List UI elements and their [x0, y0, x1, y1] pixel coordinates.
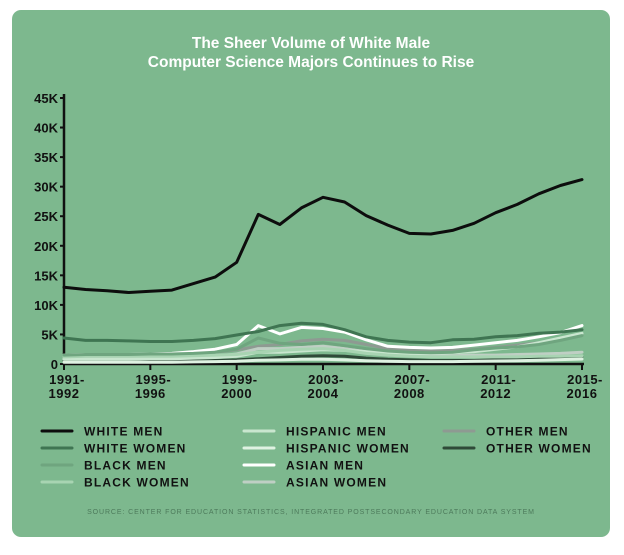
legend-label: BLACK MEN — [84, 459, 167, 473]
legend-item: ASIAN WOMEN — [242, 476, 387, 490]
series-line-white-men — [62, 178, 584, 294]
series-line-white-women — [62, 321, 584, 345]
legend-item: ASIAN MEN — [242, 459, 364, 473]
legend-item: OTHER MEN — [442, 425, 569, 439]
legend-item: HISPANIC MEN — [242, 425, 387, 439]
legend-item: BLACK WOMEN — [40, 476, 190, 490]
y-tick-label: 15K — [34, 268, 58, 283]
y-tick-label: 0 — [51, 357, 58, 372]
x-tick-label: 1996 — [135, 386, 166, 401]
x-tick-label: 2004 — [308, 386, 339, 401]
y-tick-label: 40K — [34, 121, 58, 136]
y-tick-label: 30K — [34, 180, 58, 195]
line-chart: The Sheer Volume of White Male Computer S… — [34, 35, 603, 516]
legend-item: HISPANIC WOMEN — [242, 442, 410, 456]
legend-label: WHITE MEN — [84, 425, 163, 439]
legend-label: HISPANIC WOMEN — [286, 442, 410, 456]
y-tick-label: 25K — [34, 209, 58, 224]
chart-panel: The Sheer Volume of White Male Computer S… — [12, 10, 610, 537]
legend-label: ASIAN MEN — [286, 459, 364, 473]
legend-item: WHITE MEN — [40, 425, 163, 439]
legend-item: BLACK MEN — [40, 459, 167, 473]
x-tick-label: 1999- — [222, 372, 258, 387]
x-tick-label: 2007- — [394, 372, 430, 387]
legend-label: OTHER MEN — [486, 425, 569, 439]
x-axis: 1991-1992 1995-1996 1999-2000 2003-2004 2007… — [49, 362, 603, 401]
chart-title: The Sheer Volume of White Male Computer S… — [148, 35, 475, 71]
x-tick-label: 1991- — [49, 372, 85, 387]
x-tick-label: 2012 — [480, 386, 511, 401]
y-tick-label: 10K — [34, 298, 58, 313]
legend-label: ASIAN WOMEN — [286, 476, 387, 490]
legend-label: BLACK WOMEN — [84, 476, 190, 490]
series-line-black-women — [62, 347, 584, 359]
y-axis: 0 5K 10K 15K 20K 25K 30K 35K 40K 45K — [34, 91, 66, 372]
legend-label: HISPANIC MEN — [286, 425, 387, 439]
x-tick-label: 1992 — [49, 386, 80, 401]
chart-title-line: Computer Science Majors Continues to Ris… — [148, 54, 475, 71]
y-tick-label: 5K — [41, 327, 58, 342]
legend: WHITE MEN WHITE WOMEN BLACK MEN BLACK WOMEN… — [40, 425, 592, 490]
series-line-black-men — [62, 334, 584, 357]
x-tick-label: 1995- — [135, 372, 171, 387]
legend-label: WHITE WOMEN — [84, 442, 187, 456]
y-tick-label: 45K — [34, 91, 58, 106]
legend-item: WHITE WOMEN — [40, 442, 187, 456]
x-tick-label: 2016 — [567, 386, 598, 401]
y-tick-label: 20K — [34, 239, 58, 254]
x-tick-label: 2000 — [221, 386, 252, 401]
x-tick-label: 2008 — [394, 386, 425, 401]
chart-title-line: The Sheer Volume of White Male — [192, 35, 431, 52]
legend-label: OTHER WOMEN — [486, 442, 592, 456]
x-tick-label: 2011- — [481, 372, 516, 387]
series-lines — [62, 178, 584, 364]
series-line-hispanic-women — [62, 357, 584, 364]
legend-item: OTHER WOMEN — [442, 442, 592, 456]
y-tick-label: 35K — [34, 150, 58, 165]
x-tick-label: 2003- — [308, 372, 344, 387]
source-note: SOURCE: CENTER FOR EDUCATION STATISTICS,… — [87, 509, 535, 516]
x-tick-label: 2015- — [567, 372, 603, 387]
